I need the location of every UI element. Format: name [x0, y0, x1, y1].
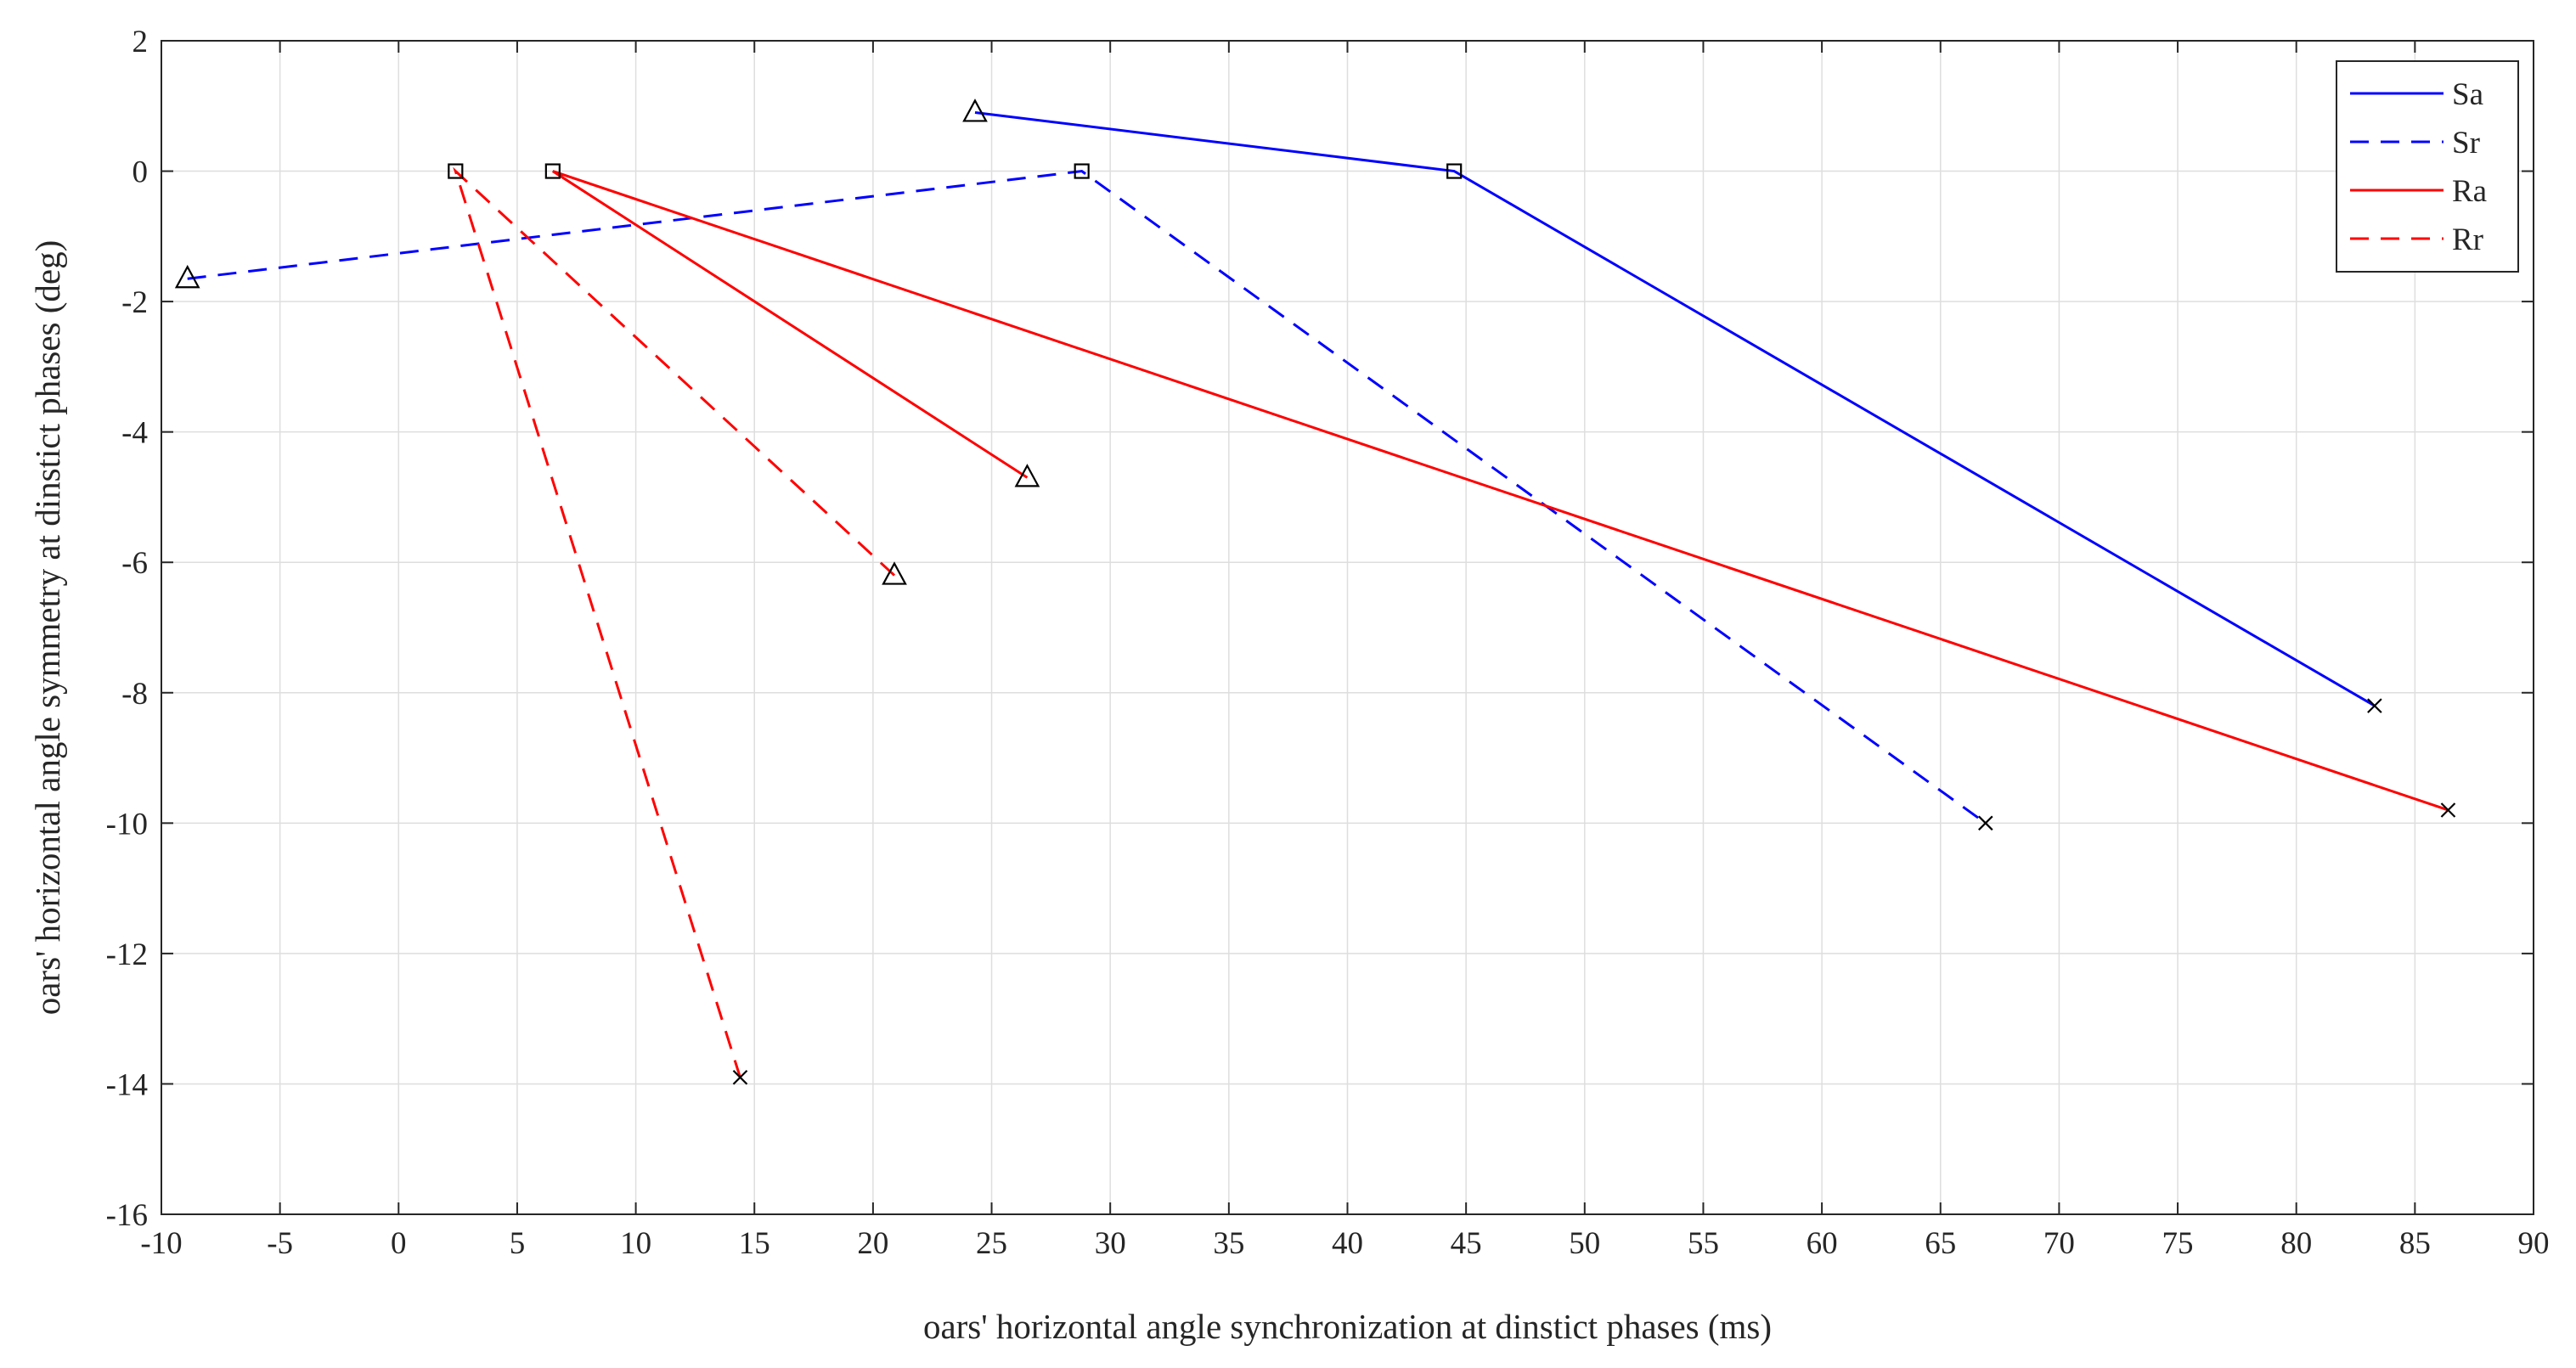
- x-tick-label: 25: [976, 1226, 1007, 1261]
- marker-x-sr: [1978, 815, 1993, 831]
- y-tick-label: -12: [106, 937, 148, 972]
- legend: Sa Sr Ra Rr: [2336, 60, 2519, 273]
- y-tick-label: 0: [132, 155, 149, 190]
- legend-label-sr: Sr: [2452, 126, 2480, 160]
- marker-x-ra: [2440, 802, 2456, 818]
- x-tick-label: 5: [510, 1226, 526, 1261]
- legend-label-sa: Sa: [2452, 77, 2483, 112]
- marker-x-rr: [732, 1069, 748, 1085]
- series-line-sa: [974, 110, 2376, 707]
- series-markers: [174, 99, 2456, 1085]
- axis-ticks: -10 -5 0 5 10 15 20 25 30 35 40 45 50 55 60 65 70 75 80 85 9…: [106, 25, 2550, 1261]
- y-tick-label: -4: [121, 416, 148, 451]
- x-tick-label: 45: [1451, 1226, 1482, 1261]
- marker-triangle-sa: [962, 99, 988, 122]
- series-lines: [187, 110, 2449, 1078]
- y-axis-label: oars' horizontal angle symmetry at dinst…: [28, 240, 67, 1016]
- x-tick-label: 15: [739, 1226, 770, 1261]
- marker-triangle-ra: [1014, 464, 1040, 487]
- series-line-sr: [187, 169, 1987, 825]
- x-tick-label: 80: [2280, 1226, 2312, 1261]
- x-tick-label: 90: [2518, 1226, 2550, 1261]
- y-tick-label: -6: [121, 546, 148, 581]
- x-tick-label: 65: [1925, 1226, 1956, 1261]
- y-tick-label: -8: [121, 677, 148, 712]
- x-tick-label: 55: [1688, 1226, 1719, 1261]
- x-tick-label: 75: [2162, 1226, 2194, 1261]
- marker-square-rr: [448, 163, 464, 179]
- series-line-ra: [552, 170, 2449, 812]
- legend-box: [2336, 60, 2519, 273]
- x-tick-label: 35: [1213, 1226, 1244, 1261]
- x-tick-label: 70: [2043, 1226, 2075, 1261]
- marker-triangle-rr: [882, 561, 907, 585]
- x-tick-label: 20: [857, 1226, 888, 1261]
- x-tick-label: 30: [1095, 1226, 1126, 1261]
- marker-square-sr: [1074, 163, 1090, 179]
- y-tick-label: -14: [106, 1067, 148, 1102]
- marker-x-sa: [2367, 698, 2382, 713]
- x-tick-label: -5: [267, 1226, 293, 1261]
- x-tick-label: 0: [391, 1226, 407, 1261]
- legend-label-rr: Rr: [2452, 222, 2483, 257]
- marker-x-stroke: [732, 1069, 748, 1085]
- x-tick-label: 40: [1332, 1226, 1363, 1261]
- marker-x-stroke: [2440, 802, 2456, 818]
- x-axis-label: oars' horizontal angle synchronization a…: [923, 1307, 1772, 1346]
- legend-label-ra: Ra: [2452, 174, 2487, 209]
- x-tick-label: 10: [620, 1226, 651, 1261]
- x-tick-label: 50: [1569, 1226, 1600, 1261]
- series-line-rr: [453, 166, 896, 1078]
- y-tick-label: 2: [132, 25, 149, 59]
- x-tick-label: -10: [140, 1226, 182, 1261]
- y-tick-label: -16: [106, 1198, 148, 1233]
- marker-x-stroke: [1978, 815, 1993, 831]
- y-tick-label: -10: [106, 807, 148, 842]
- marker-square-sa: [1446, 163, 1463, 179]
- grid: [161, 40, 2534, 1215]
- marker-square-ra: [544, 163, 561, 179]
- x-tick-label: 60: [1807, 1226, 1838, 1261]
- y-tick-label: -2: [121, 285, 148, 320]
- x-tick-label: 85: [2399, 1226, 2431, 1261]
- marker-x-stroke: [2367, 698, 2382, 713]
- marker-triangle-sr: [174, 264, 200, 289]
